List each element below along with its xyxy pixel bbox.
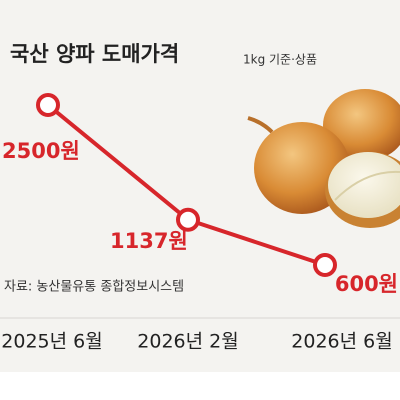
source: 자료: 농산물유통 종합정보시스템 bbox=[4, 280, 184, 295]
x-tick-label: 2025년 6월 bbox=[1, 331, 102, 353]
data-label: 1137원 bbox=[110, 229, 188, 253]
chart-title: 국산 양파 도매가격 bbox=[10, 42, 179, 66]
x-tick-label: 2026년 2월 bbox=[137, 331, 238, 353]
x-tick-label: 2026년 6월 bbox=[291, 331, 392, 353]
chart-subtitle: 1kg 기준·상품 bbox=[243, 53, 317, 67]
footer-space bbox=[0, 372, 400, 400]
marker bbox=[176, 207, 200, 232]
marker bbox=[313, 253, 337, 277]
data-label: 600원 bbox=[335, 272, 398, 296]
marker bbox=[36, 93, 60, 117]
data-label: 2500원 bbox=[2, 139, 80, 163]
onion-illustration bbox=[247, 89, 400, 228]
